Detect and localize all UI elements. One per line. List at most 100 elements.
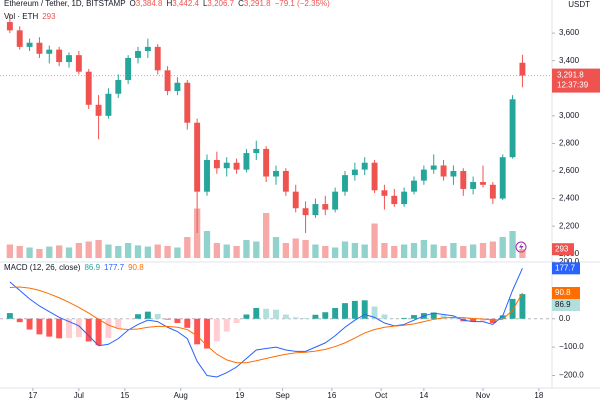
- candle-body: [440, 165, 447, 177]
- histogram-bar: [322, 312, 329, 319]
- histogram-bar: [6, 313, 13, 319]
- volume-bar: [341, 241, 349, 258]
- candle-body: [460, 170, 467, 189]
- x-tick-label: Jul: [74, 391, 84, 400]
- last-price-label: 3,291.8: [557, 71, 584, 80]
- symbol: Ethereum / Tether, 1D, BITSTAMP: [4, 0, 126, 8]
- volume-bar: [410, 243, 418, 258]
- y-tick-label: 2,600: [559, 166, 580, 175]
- histogram-bar: [411, 315, 417, 319]
- candle-body: [282, 170, 289, 192]
- volume-bar: [105, 244, 112, 258]
- volume-bar: [253, 241, 260, 258]
- histogram-bar: [194, 318, 201, 345]
- histogram-bar: [351, 300, 358, 319]
- histogram-bar: [125, 318, 132, 320]
- x-tick-label: 19: [235, 391, 244, 400]
- candle-body: [115, 79, 122, 94]
- volume-bar: [164, 246, 171, 258]
- candle-body: [480, 182, 486, 185]
- macd-legend: MACD (12, 26, close) 86.9 177.7 90.8: [4, 263, 144, 272]
- ohlc-key: C: [238, 0, 244, 8]
- value-tag-label: 86.9: [555, 300, 571, 309]
- histogram-bar: [105, 318, 112, 339]
- candle-body: [66, 55, 72, 63]
- candle-body: [450, 170, 457, 177]
- candle-body: [401, 191, 408, 205]
- volume-bar: [479, 243, 487, 258]
- candle-body: [312, 204, 319, 216]
- candle-body: [302, 208, 309, 216]
- x-tick-label: 15: [120, 391, 129, 400]
- x-tick-label: Oct: [375, 391, 388, 400]
- histogram-bar: [282, 314, 289, 319]
- histogram-bar: [332, 307, 339, 319]
- candle-body: [322, 204, 329, 210]
- volume-bar: [124, 243, 132, 258]
- histogram-bar: [292, 317, 299, 319]
- volume-bar: [115, 246, 122, 258]
- candle-body: [391, 195, 398, 205]
- volume-tag: [552, 243, 574, 256]
- candle-body: [499, 157, 506, 199]
- histogram-bar: [470, 318, 477, 322]
- volume-bar: [450, 243, 457, 258]
- histogram-bar: [184, 318, 191, 328]
- legend-value: 86.9: [84, 263, 100, 272]
- candle-body: [144, 46, 151, 52]
- histogram-bar: [75, 318, 82, 338]
- volume-bar: [440, 246, 447, 258]
- histogram-bar: [213, 318, 220, 342]
- volume-bar: [272, 237, 280, 258]
- histogram-bar: [56, 318, 63, 339]
- histogram-bar: [66, 318, 72, 339]
- candle-body: [26, 42, 33, 47]
- volume-bar: [302, 240, 309, 258]
- volume-bar: [154, 244, 161, 258]
- candle-body: [519, 62, 526, 76]
- candle-body: [85, 71, 92, 105]
- histogram-bar: [164, 318, 171, 320]
- y-tick-label: −200.0: [559, 371, 584, 380]
- histogram-bar: [233, 318, 240, 324]
- volume-bar: [331, 247, 339, 258]
- candle-body: [430, 165, 437, 170]
- candle-body: [6, 22, 13, 31]
- ohlc-value: 3,291.8: [244, 0, 271, 8]
- volume-bar: [420, 240, 428, 258]
- candle-body: [213, 159, 220, 169]
- volume-bar: [65, 247, 73, 258]
- candle-body: [361, 162, 368, 170]
- histogram-bar: [144, 311, 151, 319]
- candle-body: [184, 82, 191, 123]
- volume-bar: [262, 213, 270, 258]
- histogram-bar: [342, 303, 348, 319]
- volume-bar: [26, 247, 33, 258]
- histogram-bar: [519, 294, 526, 319]
- y-tick-label: 2,400: [559, 194, 580, 203]
- volume-bar: [213, 243, 221, 258]
- legend-value: 177.7: [104, 263, 125, 272]
- ohlc-key: L: [203, 0, 208, 8]
- candle-body: [253, 148, 260, 154]
- histogram-bar: [450, 317, 457, 319]
- volume-bar: [460, 246, 467, 258]
- candle-body: [489, 184, 496, 199]
- volume-bar: [509, 231, 516, 258]
- candle-body: [135, 51, 141, 58]
- header: Ethereum / Tether, 1D, BITSTAMP O3,384.8 H…: [4, 0, 330, 8]
- candle-body: [164, 70, 171, 92]
- histogram-bar: [361, 300, 368, 319]
- volume-bar: [36, 249, 43, 258]
- x-tick-label: Sep: [275, 391, 290, 400]
- histogram-bar: [263, 308, 270, 319]
- volume-bar: [519, 249, 526, 258]
- y-tick-label: 2,800: [559, 139, 580, 148]
- volume-bar: [55, 245, 63, 258]
- volume-bar: [351, 243, 359, 258]
- y-tick-label: 2,200: [559, 221, 580, 230]
- volume-bar: [282, 243, 290, 258]
- volume-bar: [16, 246, 23, 258]
- histogram-bar: [36, 318, 43, 335]
- candle-body: [204, 159, 210, 192]
